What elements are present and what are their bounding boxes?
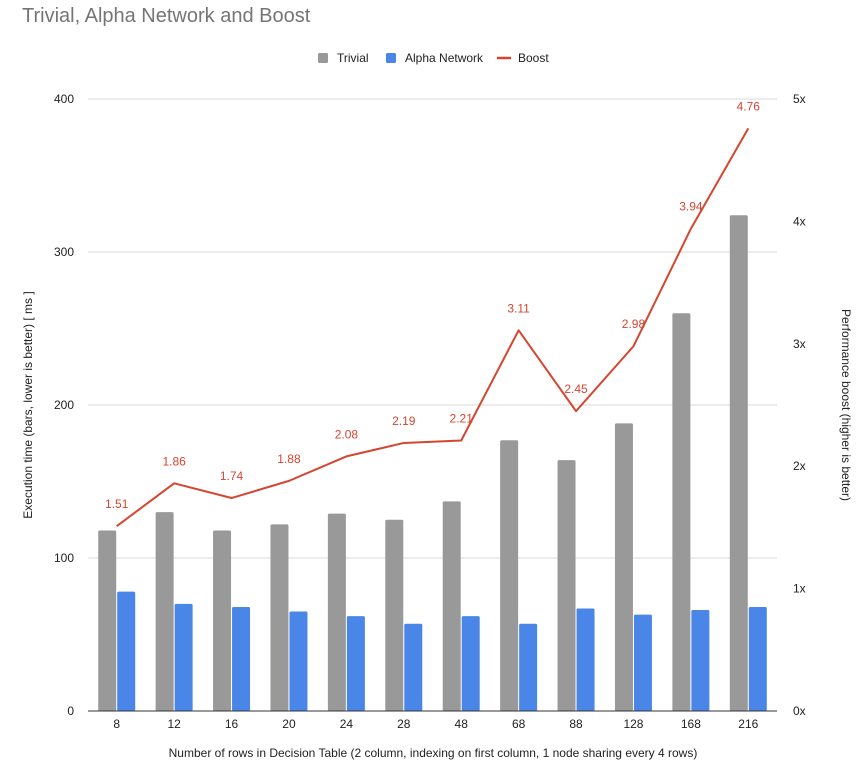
legend[interactable]: Trivial Alpha Network Boost [318, 51, 549, 65]
legend-label[interactable]: Boost [518, 51, 549, 65]
boost-data-label: 3.11 [507, 301, 530, 315]
legend-label[interactable]: Trivial [337, 51, 369, 65]
boost-line-group: 1.51 1.86 1.74 1.88 2.08 2.19 2.21 3.11 2.45 2.98… [105, 99, 761, 527]
boost-data-label: 4.76 [737, 99, 761, 113]
y-tick-label: 300 [54, 245, 74, 259]
gridlines [88, 98, 777, 559]
bar-trivial[interactable] [729, 215, 748, 711]
boost-data-label: 1.88 [277, 452, 301, 466]
boost-data-label: 2.21 [450, 411, 474, 425]
boost-data-label: 2.19 [392, 414, 416, 428]
y2-tick-label: 3x [793, 337, 806, 351]
y2-tick-label: 2x [793, 459, 806, 473]
x-tick-label: 216 [738, 717, 758, 731]
bar-trivial[interactable] [213, 530, 232, 711]
bar-alpha-network[interactable] [289, 611, 308, 711]
y2-tick-label: 4x [793, 214, 806, 228]
boost-data-label: 2.98 [622, 317, 646, 331]
bar-alpha-network[interactable] [576, 608, 595, 711]
bar-alpha-network[interactable] [691, 610, 710, 711]
right-axis-ticks: 0x 1x 2x 3x 4x 5x [793, 92, 806, 718]
bar-trivial[interactable] [98, 530, 117, 711]
y2-axis-label: Performance boost (higher is better) [839, 309, 853, 501]
boost-data-label: 2.08 [335, 427, 359, 441]
x-tick-label: 8 [113, 717, 120, 731]
bar-alpha-network[interactable] [174, 603, 193, 711]
boost-line[interactable] [116, 127, 750, 527]
bar-trivial[interactable] [155, 512, 174, 711]
bar-trivial[interactable] [500, 440, 519, 711]
y-tick-label: 0 [67, 704, 74, 718]
boost-data-label: 1.86 [162, 454, 186, 468]
y-tick-label: 100 [54, 551, 74, 565]
y-axis-label: Execution time (bars, lower is better) [… [21, 291, 35, 518]
bar-trivial[interactable] [270, 524, 289, 711]
bar-trivial[interactable] [442, 501, 461, 711]
x-axis-label: Number of rows in Decision Table (2 colu… [169, 746, 698, 760]
bar-trivial[interactable] [614, 423, 633, 711]
legend-swatch [318, 53, 328, 63]
bar-alpha-network[interactable] [519, 623, 538, 711]
legend-swatch [386, 53, 396, 63]
bar-alpha-network[interactable] [346, 616, 365, 711]
x-tick-label: 12 [167, 717, 181, 731]
y2-tick-label: 5x [793, 92, 806, 106]
bar-alpha-network[interactable] [748, 606, 767, 711]
bar-alpha-network[interactable] [232, 606, 251, 711]
y2-tick-label: 0x [793, 704, 806, 718]
x-tick-label: 168 [681, 717, 701, 731]
y-tick-label: 400 [54, 92, 74, 106]
x-tick-label: 20 [282, 717, 296, 731]
x-tick-label: 16 [225, 717, 239, 731]
x-tick-label: 28 [397, 717, 411, 731]
x-tick-label: 48 [455, 717, 469, 731]
bar-trivial[interactable] [672, 313, 691, 711]
x-tick-label: 68 [512, 717, 526, 731]
left-axis-ticks: 0 100 200 300 400 [54, 92, 74, 718]
y2-tick-label: 1x [793, 582, 806, 596]
x-tick-label: 128 [623, 717, 643, 731]
y-tick-label: 200 [54, 398, 74, 412]
x-tick-label: 88 [569, 717, 583, 731]
bar-alpha-network[interactable] [117, 591, 136, 711]
legend-label[interactable]: Alpha Network [405, 51, 484, 65]
x-axis-ticks: 8 12 16 20 24 28 48 68 88 128 168 216 [113, 717, 758, 731]
bar-alpha-network[interactable] [461, 616, 480, 711]
x-tick-label: 24 [340, 717, 354, 731]
boost-data-label: 2.45 [564, 382, 588, 396]
bar-trivial[interactable] [327, 513, 346, 711]
bars [98, 215, 767, 711]
bar-alpha-network[interactable] [404, 623, 423, 711]
boost-data-label: 1.51 [105, 497, 129, 511]
boost-data-label: 1.74 [220, 469, 244, 483]
bar-alpha-network[interactable] [633, 614, 652, 711]
chart-title: Trivial, Alpha Network and Boost [22, 5, 311, 27]
bar-trivial[interactable] [385, 519, 404, 711]
boost-data-label: 3.94 [679, 200, 703, 214]
bar-trivial[interactable] [557, 460, 576, 711]
